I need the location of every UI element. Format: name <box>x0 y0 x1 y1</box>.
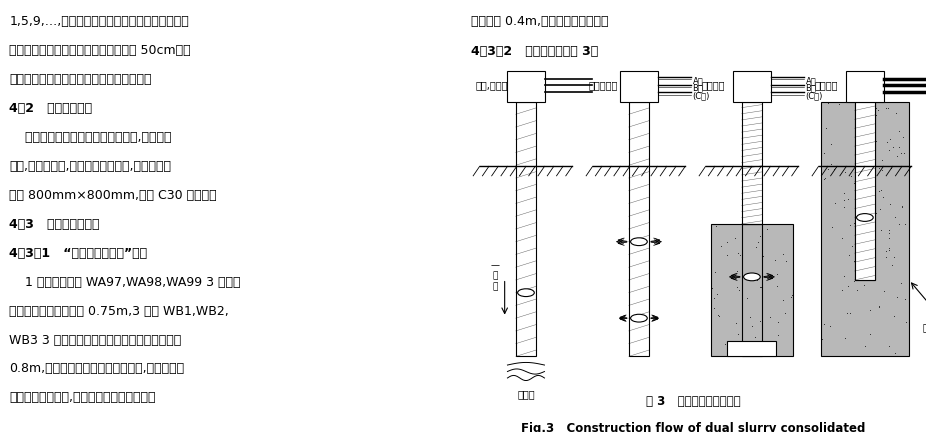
Text: 1 号线太平桥站 WA97,WA98,WA99 3 幅地下: 1 号线太平桥站 WA97,WA98,WA99 3 幅地下 <box>9 276 241 289</box>
Bar <box>855 102 875 280</box>
Text: (C液): (C液) <box>693 91 710 100</box>
Text: 1,5,9,…,减少钒孔桦施工对土体的扰动。钒孔过: 1,5,9,…,减少钒孔桦施工对土体的扰动。钒孔过 <box>9 15 189 28</box>
Text: 钒孔水: 钒孔水 <box>517 389 535 399</box>
Text: 横噴射注浆: 横噴射注浆 <box>588 80 618 90</box>
Bar <box>820 102 909 356</box>
Circle shape <box>518 289 534 297</box>
Text: 回抗注浆: 回抗注浆 <box>701 80 724 90</box>
Text: Fig.3   Construction flow of dual slurry consolidated: Fig.3 Construction flow of dual slurry c… <box>521 422 865 432</box>
Text: 注浆结束: 注浆结束 <box>814 80 837 90</box>
Text: B液: B液 <box>806 84 817 92</box>
Text: 图 3   双液浆固结施工流程: 图 3 双液浆固结施工流程 <box>645 395 741 408</box>
Bar <box>619 71 658 102</box>
Bar <box>507 71 545 102</box>
Bar <box>516 102 536 356</box>
Text: 板加厚至 0.4m,起到锁口梁的作用。: 板加厚至 0.4m,起到锁口梁的作用。 <box>471 15 608 28</box>
Text: 程中始终保证泥浆液面不低于地面以下 50cm。同: 程中始终保证泥浆液面不低于地面以下 50cm。同 <box>9 44 191 57</box>
Bar <box>742 224 762 356</box>
Text: (C液): (C液) <box>806 91 823 100</box>
Circle shape <box>744 273 760 281</box>
Bar <box>629 102 649 356</box>
Text: 4．2   桦顶冠梁施工: 4．2 桦顶冠梁施工 <box>9 102 93 115</box>
Text: 钒孔桦混凝土强度达到设计强度后,破除桦顶: 钒孔桦混凝土强度达到设计强度后,破除桦顶 <box>9 131 171 144</box>
Text: A液: A液 <box>806 76 817 85</box>
Text: 4．3．1   “下延式钐管导墙”施工: 4．3．1 “下延式钐管导墙”施工 <box>9 247 147 260</box>
Bar <box>742 102 762 224</box>
Text: B液: B液 <box>693 84 704 92</box>
Text: 钒孔,设置注浆管: 钒孔,设置注浆管 <box>475 80 519 90</box>
Text: 加固后土壤: 加固后土壤 <box>923 322 926 333</box>
Text: A液: A液 <box>693 76 704 85</box>
Circle shape <box>631 314 647 322</box>
Text: 离桦隔离加固措施,且该位置杂填土层厚度为: 离桦隔离加固措施,且该位置杂填土层厚度为 <box>9 391 156 404</box>
Bar <box>845 71 884 102</box>
Text: 时控制成孔、下钐筋笼及混凝土浇筑时间。: 时控制成孔、下钐筋笼及混凝土浇筑时间。 <box>9 73 152 86</box>
Circle shape <box>631 238 647 245</box>
Bar <box>711 224 793 356</box>
Text: 浮浆,清理干净后,开始绑扎冠梁钐筋,冠梁截面尺: 浮浆,清理干净后,开始绑扎冠梁钐筋,冠梁截面尺 <box>9 160 171 173</box>
Text: 4．3．2   注浆加固（见图 3）: 4．3．2 注浆加固（见图 3） <box>471 45 598 58</box>
Text: 寸为 800mm×800mm,采用 C30 混凝土。: 寸为 800mm×800mm,采用 C30 混凝土。 <box>9 189 217 202</box>
Circle shape <box>857 213 873 221</box>
Text: —
喷
水: — 喷 水 <box>491 261 500 291</box>
Text: 0.8m,由于以上两处距离建筑物太近,无法采取隔: 0.8m,由于以上两处距离建筑物太近,无法采取隔 <box>9 362 184 375</box>
Text: WB3 3 幅地下连续墙距离千禅商厦最近处仅有: WB3 3 幅地下连续墙距离千禅商厦最近处仅有 <box>9 334 181 346</box>
Text: 连续墙距离建筑物仅有 0.75m,3 号线 WB1,WB2,: 连续墙距离建筑物仅有 0.75m,3 号线 WB1,WB2, <box>9 305 229 318</box>
Bar <box>732 71 771 102</box>
Bar <box>728 341 776 356</box>
Text: 4．3   地下连续墙施工: 4．3 地下连续墙施工 <box>9 218 100 231</box>
Bar <box>855 102 875 280</box>
